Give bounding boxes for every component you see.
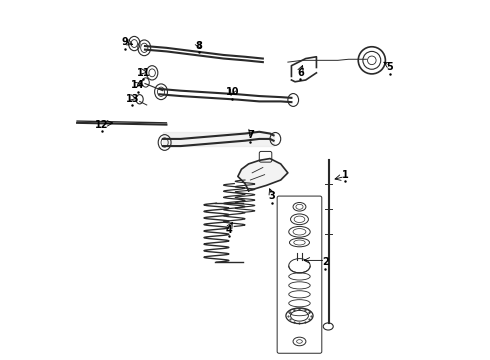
- Text: 2: 2: [322, 257, 329, 267]
- Text: 7: 7: [247, 130, 254, 140]
- Text: 13: 13: [126, 94, 139, 104]
- Text: 11: 11: [136, 68, 150, 78]
- Text: 5: 5: [386, 63, 393, 72]
- Text: 8: 8: [195, 41, 202, 51]
- Text: 3: 3: [269, 191, 275, 201]
- Text: 10: 10: [226, 87, 239, 98]
- Text: 12: 12: [96, 120, 109, 130]
- Text: 9: 9: [122, 37, 129, 48]
- Text: 1: 1: [342, 170, 348, 180]
- Text: 4: 4: [225, 225, 232, 235]
- Text: 14: 14: [131, 80, 145, 90]
- Text: 6: 6: [297, 68, 304, 78]
- Polygon shape: [238, 158, 288, 191]
